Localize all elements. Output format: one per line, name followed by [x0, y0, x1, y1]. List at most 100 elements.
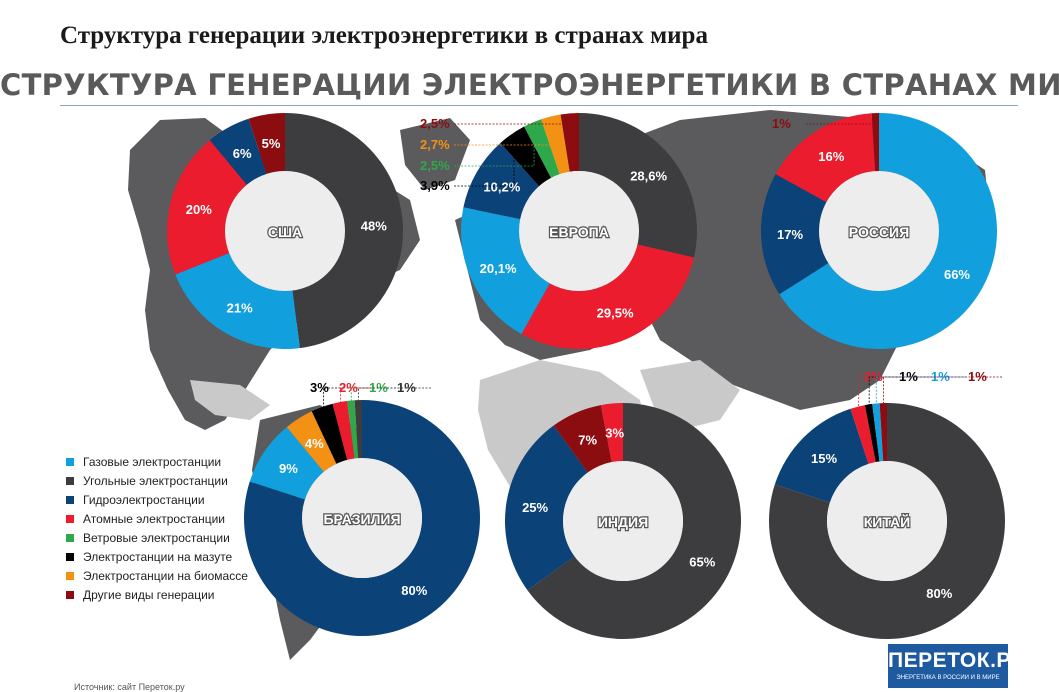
title-divider	[60, 105, 1018, 106]
slice-label-coal: 1%	[397, 380, 416, 395]
slice-label-coal: 48%	[361, 218, 387, 233]
slice-label-oil: 3,9%	[420, 178, 450, 193]
slice-label-gas: 66%	[944, 267, 970, 282]
slice-gas	[175, 253, 300, 350]
slice-label-nuclear: 20%	[186, 202, 212, 217]
legend-label-gas: Газовые электростанции	[83, 454, 222, 469]
callout-line-other	[883, 376, 1002, 408]
callout-line-oil	[322, 387, 344, 411]
callout-line-oil	[454, 137, 515, 187]
slice-coal	[527, 403, 742, 640]
logo-tagline: ЭНЕРГЕТИКА В РОССИИ И В МИРЕ	[896, 675, 1000, 681]
legend-item-other: Другие виды генерации	[66, 585, 248, 604]
callout-line-nuclear	[340, 387, 373, 407]
slice-hydro	[504, 425, 588, 591]
slice-label-wind: 2,5%	[420, 158, 450, 173]
donut-1: 28,6% 29,5% 20,1% 10,2% 3,9% 2,5% 2,7% 2,5% ЕВРО…	[420, 113, 697, 349]
slice-nuclear	[850, 405, 876, 464]
callout-line-biomass	[454, 120, 553, 146]
slice-hydro	[463, 142, 540, 220]
legend-label-coal: Угольные электростанции	[83, 473, 228, 488]
legend: Газовые электростанции Угольные электрост…	[66, 452, 248, 604]
slice-nuclear	[775, 113, 876, 203]
slice-other	[248, 113, 285, 174]
slice-label-other: 7%	[578, 432, 597, 447]
callout-line-gas	[875, 376, 965, 408]
slice-label-gas: 1%	[931, 369, 950, 384]
legend-swatch-gas	[66, 457, 74, 466]
slice-oil	[311, 403, 348, 464]
slice-label-gas: 20,1%	[480, 261, 517, 276]
slice-label-coal: 80%	[926, 586, 952, 601]
slice-nuclear	[167, 140, 247, 275]
callout-line-nuclear	[858, 376, 898, 411]
legend-item-oil: Электростанции на мазуте	[66, 547, 248, 566]
map-mexico-caribbean	[190, 380, 270, 420]
callout-line-wind	[454, 126, 535, 167]
donut-hole	[225, 171, 345, 291]
slice-label-hydro: 25%	[522, 500, 548, 515]
map-greenland	[400, 118, 470, 190]
donut-2: 66% 17% 16% 1% РОССИЯ	[761, 112, 998, 349]
slice-gas	[249, 427, 324, 500]
legend-item-wind: Ветровые электростанции	[66, 528, 248, 547]
legend-item-hydro: Гидроэлектростанции	[66, 490, 248, 509]
slice-other	[879, 403, 887, 462]
slice-gas	[872, 403, 884, 462]
callout-line-other	[454, 117, 571, 125]
legend-swatch-other	[66, 590, 74, 599]
slice-label-biomass: 4%	[305, 436, 324, 451]
slice-label-other: 2,5%	[420, 116, 450, 131]
legend-swatch-hydro	[66, 495, 74, 504]
legend-item-coal: Угольные электростанции	[66, 471, 248, 490]
slice-hydro	[774, 408, 869, 503]
slice-label-coal: 65%	[689, 554, 715, 569]
donut-hole	[827, 461, 947, 581]
slice-label-hydro: 17%	[777, 227, 803, 242]
slice-other	[553, 405, 612, 473]
legend-label-other: Другие виды генерации	[83, 587, 215, 602]
slice-label-oil: 3%	[310, 380, 329, 395]
slice-nuclear	[521, 244, 694, 349]
legend-label-nuclear: Атомные электростанции	[83, 511, 225, 526]
slice-biomass	[541, 114, 570, 175]
donut-region-name: БРАЗИЛИЯ	[323, 511, 400, 527]
legend-swatch-nuclear	[66, 514, 74, 523]
donut-region-name: ЕВРОПА	[549, 224, 609, 240]
slice-gas	[779, 112, 998, 349]
slice-label-hydro: 10,2%	[483, 180, 520, 195]
donut-4: 65% 25% 7% 3% ИНДИЯ	[504, 403, 742, 640]
slice-label-nuclear: 16%	[818, 149, 844, 164]
legend-item-gas: Газовые электростанции	[66, 452, 248, 471]
slice-label-hydro: 6%	[233, 146, 252, 161]
legend-label-oil: Электростанции на мазуте	[83, 549, 233, 564]
slice-wind	[524, 119, 560, 178]
slice-label-other: 5%	[262, 136, 281, 151]
callout-line-other	[806, 117, 876, 125]
legend-swatch-coal	[66, 476, 74, 485]
slice-coal	[354, 400, 362, 459]
slice-label-gas: 21%	[227, 301, 253, 316]
legend-label-wind: Ветровые электростанции	[83, 530, 230, 545]
donut-hole	[519, 171, 639, 291]
slice-label-oil: 1%	[899, 369, 918, 384]
donut-5: 80% 15% 2% 1% 1% 1% КИТАЙ	[769, 369, 1005, 639]
slice-wind	[347, 400, 359, 459]
legend-item-biomass: Электростанции на биомассе	[66, 566, 248, 585]
slice-label-coal: 28,6%	[630, 169, 667, 184]
donut-hole	[302, 458, 422, 578]
slice-label-nuclear: 2%	[339, 380, 358, 395]
donut-region-name: США	[268, 224, 302, 240]
donut-0: 48% 21% 20% 6% 5% США	[167, 113, 404, 350]
legend-label-biomass: Электростанции на биомассе	[83, 568, 248, 583]
brand-logo[interactable]: ПЕРЕТОК.РУ ЭНЕРГЕТИКА В РОССИИ И В МИРЕ	[888, 644, 1024, 688]
slice-coal	[285, 113, 404, 349]
slice-label-hydro: 80%	[401, 583, 427, 598]
slice-nuclear	[332, 400, 355, 460]
legend-swatch-biomass	[66, 571, 74, 580]
slice-biomass	[286, 411, 337, 472]
donut-region-name: РОССИЯ	[849, 224, 909, 240]
page-title: Структура генерации электроэнергетики в …	[60, 22, 708, 49]
slice-label-other: 1%	[772, 116, 791, 131]
